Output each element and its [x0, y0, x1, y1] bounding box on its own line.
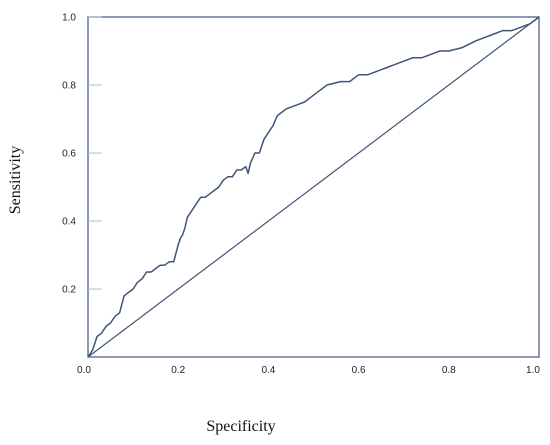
- roc-curve-line: [87, 16, 540, 358]
- y-tick-label: 0.6: [62, 149, 76, 160]
- y-tick-label: 0.2: [62, 285, 76, 296]
- x-tick-label: 0.0: [77, 365, 91, 376]
- x-tick-label: 0.8: [442, 365, 456, 376]
- plot-frame: [87, 16, 540, 358]
- y-tick-label: 0.4: [62, 217, 76, 228]
- x-tick-label: 0.6: [352, 365, 366, 376]
- axes-layer: 0.0 0.2 0.4 0.6 0.8 1.0 0.2 0.4 0.6 0.8 1.0: [62, 13, 540, 377]
- x-tick-label: 0.2: [171, 365, 185, 376]
- x-tick-label: 1.0: [526, 365, 540, 376]
- marks-layer: [87, 16, 540, 358]
- y-axis-title: Sensitivity: [7, 146, 24, 214]
- x-axis-title: Specificity: [206, 418, 275, 435]
- reference-diagonal-line: [87, 16, 540, 358]
- y-tick-label: 1.0: [62, 13, 76, 24]
- x-tick-label: 0.4: [261, 365, 275, 376]
- y-tick-label: 0.8: [62, 81, 76, 92]
